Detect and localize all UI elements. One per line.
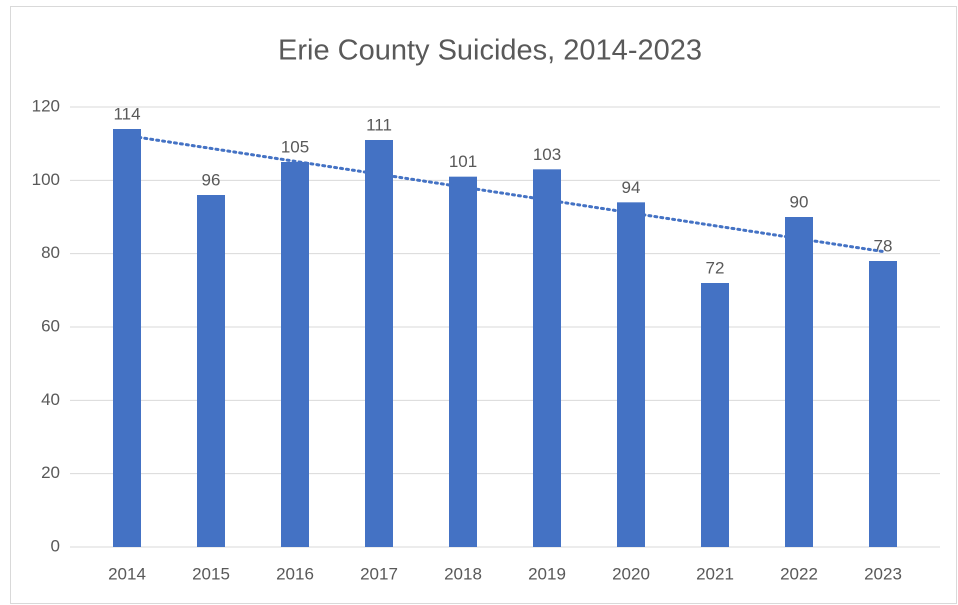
- trendline: [125, 134, 885, 254]
- data-label: 96: [202, 170, 221, 189]
- data-label: 72: [706, 258, 725, 277]
- bar: [701, 283, 729, 547]
- y-tick-label: 60: [41, 316, 60, 335]
- data-label: 103: [533, 145, 561, 164]
- bar: [281, 162, 309, 547]
- x-tick-label: 2014: [108, 564, 146, 583]
- x-tick-label: 2016: [276, 564, 314, 583]
- x-tick-label: 2018: [444, 564, 482, 583]
- data-label: 90: [790, 192, 809, 211]
- bar: [197, 195, 225, 547]
- y-tick-label: 80: [41, 243, 60, 262]
- bar: [617, 202, 645, 548]
- data-label: 94: [622, 178, 641, 197]
- chart-title: Erie County Suicides, 2014-2023: [278, 35, 702, 67]
- chart-border: [10, 6, 957, 604]
- y-tick-label: 40: [41, 390, 60, 409]
- data-label: 105: [281, 137, 309, 156]
- x-tick-label: 2015: [192, 564, 230, 583]
- data-label: 111: [366, 115, 392, 134]
- x-tick-label: 2017: [360, 564, 398, 583]
- y-tick-label: 20: [41, 463, 60, 482]
- y-tick-label: 100: [32, 170, 60, 189]
- y-tick-label: 0: [51, 536, 60, 555]
- x-tick-label: 2021: [696, 564, 734, 583]
- x-tick-label: 2022: [780, 564, 818, 583]
- x-tick-label: 2023: [864, 564, 902, 583]
- y-tick-label: 120: [32, 96, 60, 115]
- bar: [113, 129, 141, 547]
- data-label: 78: [874, 236, 893, 255]
- x-tick-label: 2020: [612, 564, 650, 583]
- data-label: 101: [449, 152, 477, 171]
- data-label: 114: [113, 104, 140, 123]
- bar: [533, 169, 561, 548]
- bar: [869, 261, 897, 547]
- x-tick-label: 2019: [528, 564, 566, 583]
- bar: [785, 217, 813, 547]
- bar: [365, 140, 393, 547]
- bar: [449, 176, 477, 547]
